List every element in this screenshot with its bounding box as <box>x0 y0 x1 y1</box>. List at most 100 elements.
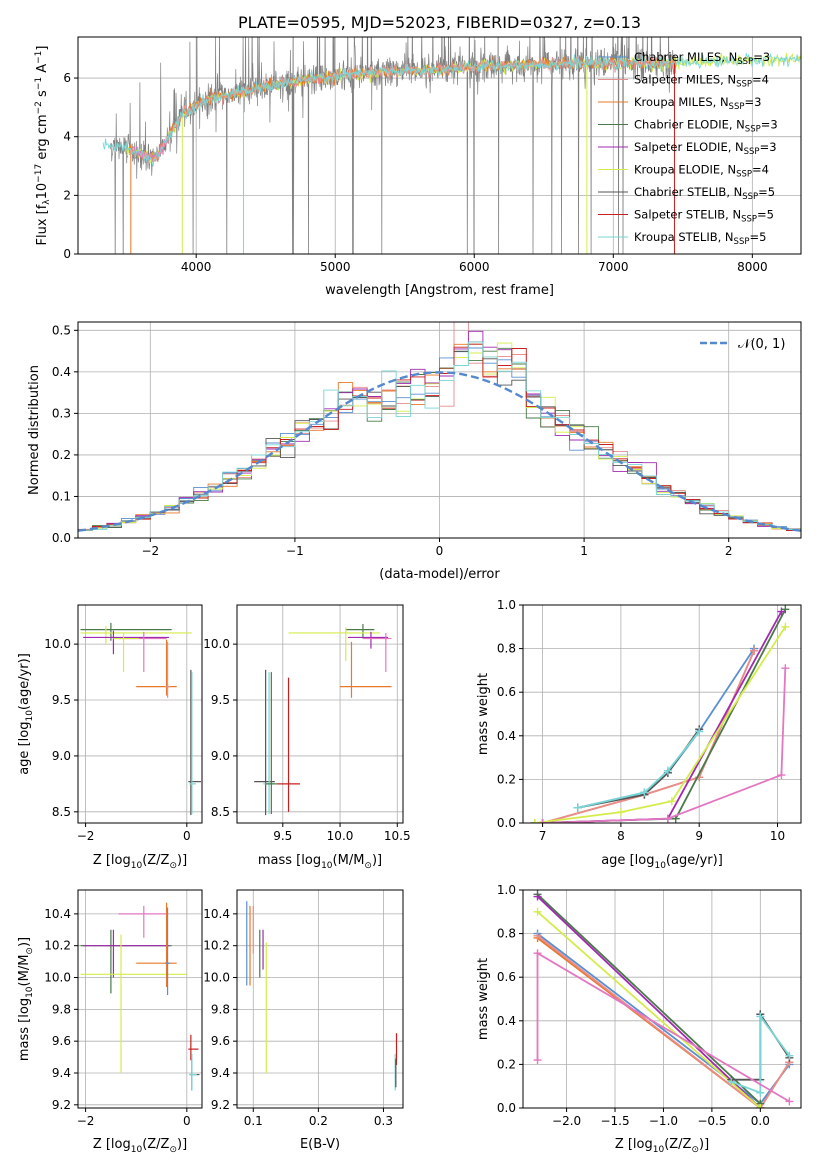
mass-weight-series <box>533 907 765 1108</box>
y-tick-label: 0 <box>63 247 71 261</box>
mw-z-frame <box>522 889 802 1109</box>
legend-text: =3 <box>753 50 770 64</box>
y-tick-label: 0.4 <box>52 365 71 379</box>
x-label-end: )] <box>177 1137 187 1152</box>
legend-sub: SSP <box>742 192 758 202</box>
y-tick-label: 0.6 <box>497 685 516 699</box>
legend-text: =4 <box>752 73 769 87</box>
x-label-main: mass [log <box>258 853 321 868</box>
legend-entry: Chabrier ELODIE, NSSP=3 <box>634 118 778 135</box>
y-tick-label: 0.0 <box>52 531 71 545</box>
x-label-sub: 10 <box>131 861 143 871</box>
y-tick-label: 10.4 <box>203 907 230 921</box>
mass-ebv-frame <box>236 889 404 1109</box>
x-label-sub: 10 <box>131 1145 143 1155</box>
mass-weight-line <box>536 893 761 1105</box>
y-label-part: −17 <box>34 164 44 183</box>
y-tick-label: 9.2 <box>52 1098 71 1112</box>
errorbar-point <box>362 632 392 673</box>
errorbar-point <box>80 626 192 645</box>
residuals-plot-area <box>78 322 801 532</box>
mw-age-frame <box>522 604 802 824</box>
x-tick-label: 7 <box>539 829 547 843</box>
mass-z-plot-area <box>80 902 200 1091</box>
mass-weight-marker <box>777 607 786 616</box>
mass-weight-series <box>538 646 759 823</box>
mass-weight-marker <box>756 1088 765 1097</box>
errorbar-point <box>136 639 177 696</box>
mass-z-panel: −2 09.29.49.69.810.010.210.4Z [log10(Z/Z⊙… <box>17 889 203 1155</box>
legend-entry: Chabrier STELIB, NSSP=5 <box>634 185 775 202</box>
y-label-part: −2 <box>34 101 44 114</box>
mass-weight-marker <box>727 1077 736 1086</box>
errorbar-point <box>113 632 139 673</box>
x-tick-label: 0 <box>436 544 444 558</box>
errorbar-point <box>188 669 201 816</box>
mass-weight-marker <box>533 949 542 958</box>
legend-text: =5 <box>758 185 775 199</box>
residuals-frame <box>77 321 802 539</box>
residuals-panel: −2 −1 0 1 2 0.0 0.1 0.2 0.3 0.4 0.5 (data-model)/er… <box>27 321 802 582</box>
mass-weight-line <box>542 611 783 823</box>
x-tick-label: 7000 <box>598 260 629 274</box>
x-label-rest: (Z/Z <box>142 853 169 868</box>
x-label-main: Z [log <box>93 853 131 868</box>
x-label-end: )] <box>699 1137 709 1152</box>
legend-text: Kroupa ELODIE, N <box>634 163 736 177</box>
age-z-plot-area <box>80 622 201 816</box>
y-tick-label: 9.5 <box>52 693 71 707</box>
y-label-part: A <box>35 64 50 77</box>
x-tick-label: −2 <box>77 829 95 843</box>
x-label-rest: (Z/Z <box>142 1137 169 1152</box>
mass-z-grid <box>78 890 202 1108</box>
legend-sub: SSP <box>736 170 752 180</box>
errorbar-point <box>83 929 170 978</box>
x-tick-label: 0.0 <box>751 1114 770 1128</box>
legend-entry: 𝒩(0, 1) <box>738 337 785 352</box>
x-tick-label: 2 <box>725 544 733 558</box>
y-label-main: age [log <box>17 722 32 775</box>
legend-text: Chabrier MILES, N <box>634 50 737 64</box>
age-mass-grid <box>237 605 403 823</box>
errorbar-point <box>348 631 389 649</box>
legend: 𝒩(0, 1) <box>700 337 785 352</box>
y-tick-label: 0.5 <box>52 323 71 337</box>
y-label-part: erg cm <box>35 114 50 163</box>
mass-weight-marker <box>533 892 542 901</box>
mass-weight-line <box>536 895 761 1108</box>
y-tick-label: 0.4 <box>497 1014 516 1028</box>
y-label-rest: (age/yr)] <box>17 653 32 710</box>
y-label-main: Flux [f <box>35 204 50 245</box>
y-tick-label: 9.4 <box>211 1066 230 1080</box>
legend-text: =3 <box>760 140 777 154</box>
model-spectrum-line <box>102 52 801 167</box>
legend-text: Chabrier ELODIE, N <box>634 118 745 132</box>
x-tick-label: 0.1 <box>244 1114 263 1128</box>
x-axis-label: E(B-V) <box>300 1137 340 1152</box>
x-label-main: (data-model)/error <box>379 567 500 582</box>
x-tick-label: 8 <box>617 829 625 843</box>
y-tick-label: 10.0 <box>203 637 230 651</box>
mass-weight-marker <box>756 1104 765 1108</box>
mass-weight-series <box>530 605 790 823</box>
y-label-part: s <box>35 90 50 101</box>
y-axis-label: age [log10(age/yr)] <box>17 653 35 775</box>
x-tick-label: −2 <box>77 1114 95 1128</box>
y-tick-label: 10.2 <box>44 939 71 953</box>
mass-weight-marker <box>781 664 790 673</box>
y-tick-label: 0.0 <box>497 816 516 830</box>
y-tick-label: 0.2 <box>497 1057 516 1071</box>
x-label-sub2: ⊙ <box>169 861 177 871</box>
x-tick-label: 0 <box>183 1114 191 1128</box>
legend-sub: SSP <box>737 57 753 67</box>
x-axis-label: Z [log10(Z/Z⊙)] <box>93 853 187 871</box>
x-tick-label: 10.0 <box>327 829 354 843</box>
errorbar-point <box>118 905 167 938</box>
legend-text: =5 <box>749 230 766 244</box>
y-tick-label: 8.5 <box>211 805 230 819</box>
x-label-sub: 10 <box>653 1145 665 1155</box>
normal-curve-line <box>78 371 801 532</box>
legend-sub: SSP <box>744 147 760 157</box>
